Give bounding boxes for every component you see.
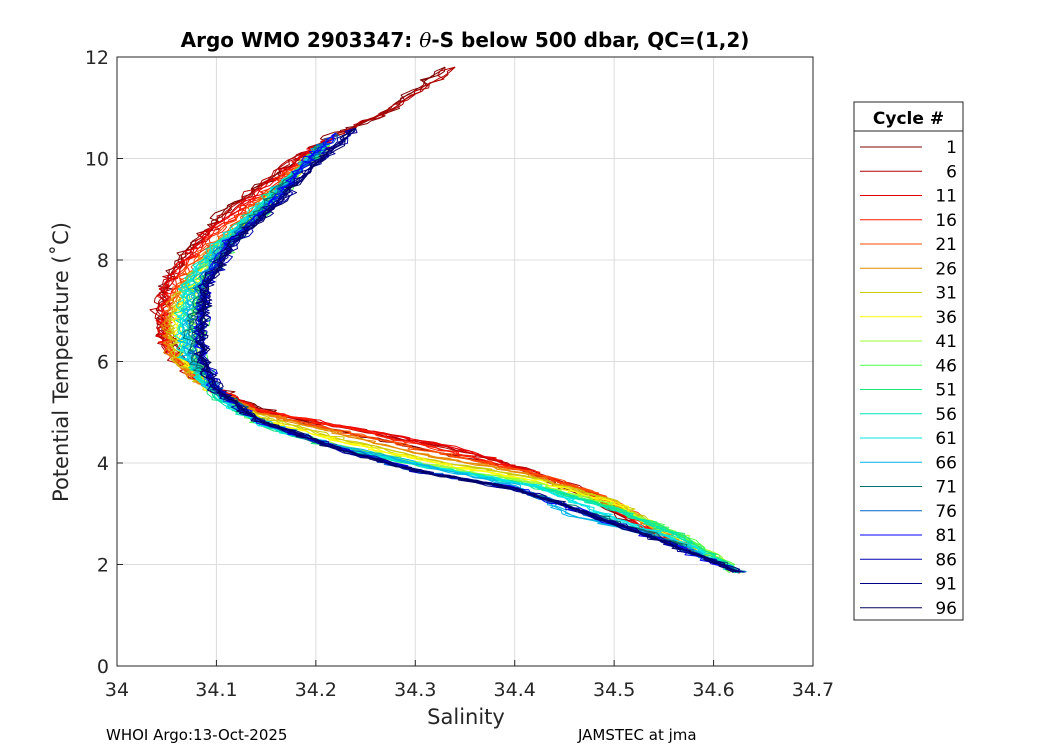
y-tick-label: 2 <box>97 555 109 577</box>
y-tick-label: 8 <box>97 250 109 272</box>
y-tick-label: 0 <box>97 656 109 678</box>
legend-label-86: 86 <box>935 550 957 570</box>
legend-label-26: 26 <box>935 259 957 279</box>
legend-label-46: 46 <box>935 356 957 376</box>
series-line-cycle-96 <box>195 127 734 573</box>
series-line-cycle-81 <box>193 132 742 573</box>
title-prefix: Argo WMO 2903347: <box>181 28 420 52</box>
chart-title: Argo WMO 2903347: θ-S below 500 dbar, QC… <box>181 28 750 52</box>
legend-label-36: 36 <box>935 308 957 328</box>
legend-label-96: 96 <box>935 599 957 619</box>
x-tick-label: 34.2 <box>295 679 337 701</box>
legend-label-51: 51 <box>935 381 957 401</box>
legend-label-81: 81 <box>935 526 957 546</box>
legend-label-76: 76 <box>935 502 957 522</box>
footer-right: JAMSTEC at jma <box>578 726 697 744</box>
y-tick-label: 12 <box>85 47 109 69</box>
y-ticks: 0 2 4 6 8 10 12 <box>85 47 123 678</box>
legend-label-41: 41 <box>935 332 957 352</box>
title-suffix: -S below 500 dbar, QC=(1,2) <box>431 28 749 52</box>
y-tick-label: 6 <box>97 352 109 374</box>
legend-label-71: 71 <box>935 478 957 498</box>
y-axis-label: Potential Temperature (˚C) <box>49 222 73 502</box>
series-line-cycle-96 <box>195 127 737 573</box>
legend: Cycle # 16111621263136414651566166717681… <box>853 101 964 621</box>
legend-box <box>853 101 964 621</box>
series-line-cycle-66 <box>177 142 747 572</box>
y-tick-label: 4 <box>97 453 109 475</box>
x-tick-label: 34.5 <box>593 679 635 701</box>
legend-label-56: 56 <box>935 405 957 425</box>
series-line-cycle-91 <box>193 127 740 573</box>
x-tick-label: 34.1 <box>195 679 237 701</box>
legend-label-66: 66 <box>935 453 957 473</box>
legend-label-6: 6 <box>946 162 957 182</box>
series-layer <box>149 66 747 574</box>
y-tick-label: 10 <box>85 149 109 171</box>
legend-title: Cycle # <box>873 109 944 129</box>
legend-label-1: 1 <box>946 138 957 158</box>
legend-label-21: 21 <box>935 235 957 255</box>
legend-label-11: 11 <box>935 187 957 207</box>
x-ticks: 34 34.1 34.2 34.3 34.4 34.5 34.6 34.7 <box>105 660 834 701</box>
x-tick-label: 34.7 <box>792 679 834 701</box>
x-axis-label: Salinity <box>427 705 505 729</box>
legend-label-31: 31 <box>935 284 957 304</box>
x-tick-label: 34.6 <box>692 679 734 701</box>
x-tick-label: 34 <box>105 679 129 701</box>
x-tick-label: 34.3 <box>394 679 436 701</box>
title-theta: θ <box>419 28 431 52</box>
legend-label-91: 91 <box>935 575 957 595</box>
legend-label-61: 61 <box>935 429 957 449</box>
x-tick-label: 34.4 <box>494 679 536 701</box>
footer-left: WHOI Argo:13-Oct-2025 <box>106 726 288 744</box>
legend-label-16: 16 <box>935 211 957 231</box>
